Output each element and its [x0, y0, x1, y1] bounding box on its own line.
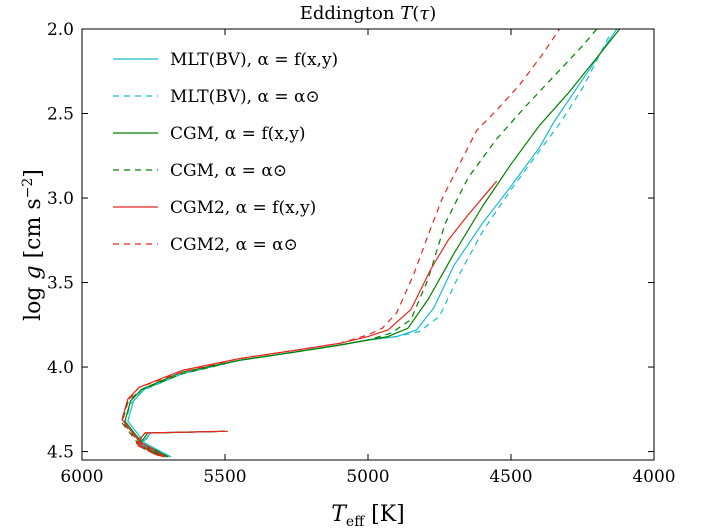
series-line-6 [121, 29, 561, 458]
y-tick-label: 3.0 [47, 189, 74, 209]
y-tick-label: 2.5 [47, 105, 74, 125]
x-axis-title: Teff [K] [331, 502, 405, 530]
chart-title: Eddington T(τ) [300, 3, 437, 24]
legend-label-5: CGM2, α = f(x,y) [170, 198, 316, 218]
series-layer [121, 29, 621, 458]
y-axis-title: log g [cm s−2] [20, 169, 46, 321]
x-tick-label: 4500 [489, 467, 532, 487]
legend: MLT(BV), α = f(x,y) MLT(BV), α = α⊙ CGM, α… [113, 50, 338, 255]
y-tick-label: 4.5 [47, 443, 74, 463]
legend-label-4: CGM, α = α⊙ [170, 161, 287, 181]
legend-label-6: CGM2, α = α⊙ [170, 235, 298, 255]
legend-label-2: MLT(BV), α = α⊙ [170, 87, 320, 107]
y-tick-label: 3.5 [47, 274, 74, 294]
legend-label-1: MLT(BV), α = f(x,y) [170, 50, 338, 70]
y-tick-label: 2.0 [47, 20, 74, 40]
tick-layer: 6000 5500 5000 4500 4000 2.0 2.5 3.0 3.5 4.0 4.5 [47, 20, 676, 487]
series-line-3 [124, 29, 621, 458]
x-tick-label: 5000 [346, 467, 389, 487]
x-tick-label: 6000 [60, 467, 103, 487]
x-tick-label: 5500 [203, 467, 246, 487]
y-tick-label: 4.0 [47, 358, 74, 378]
legend-label-3: CGM, α = f(x,y) [170, 124, 306, 144]
x-tick-label: 4000 [632, 467, 675, 487]
